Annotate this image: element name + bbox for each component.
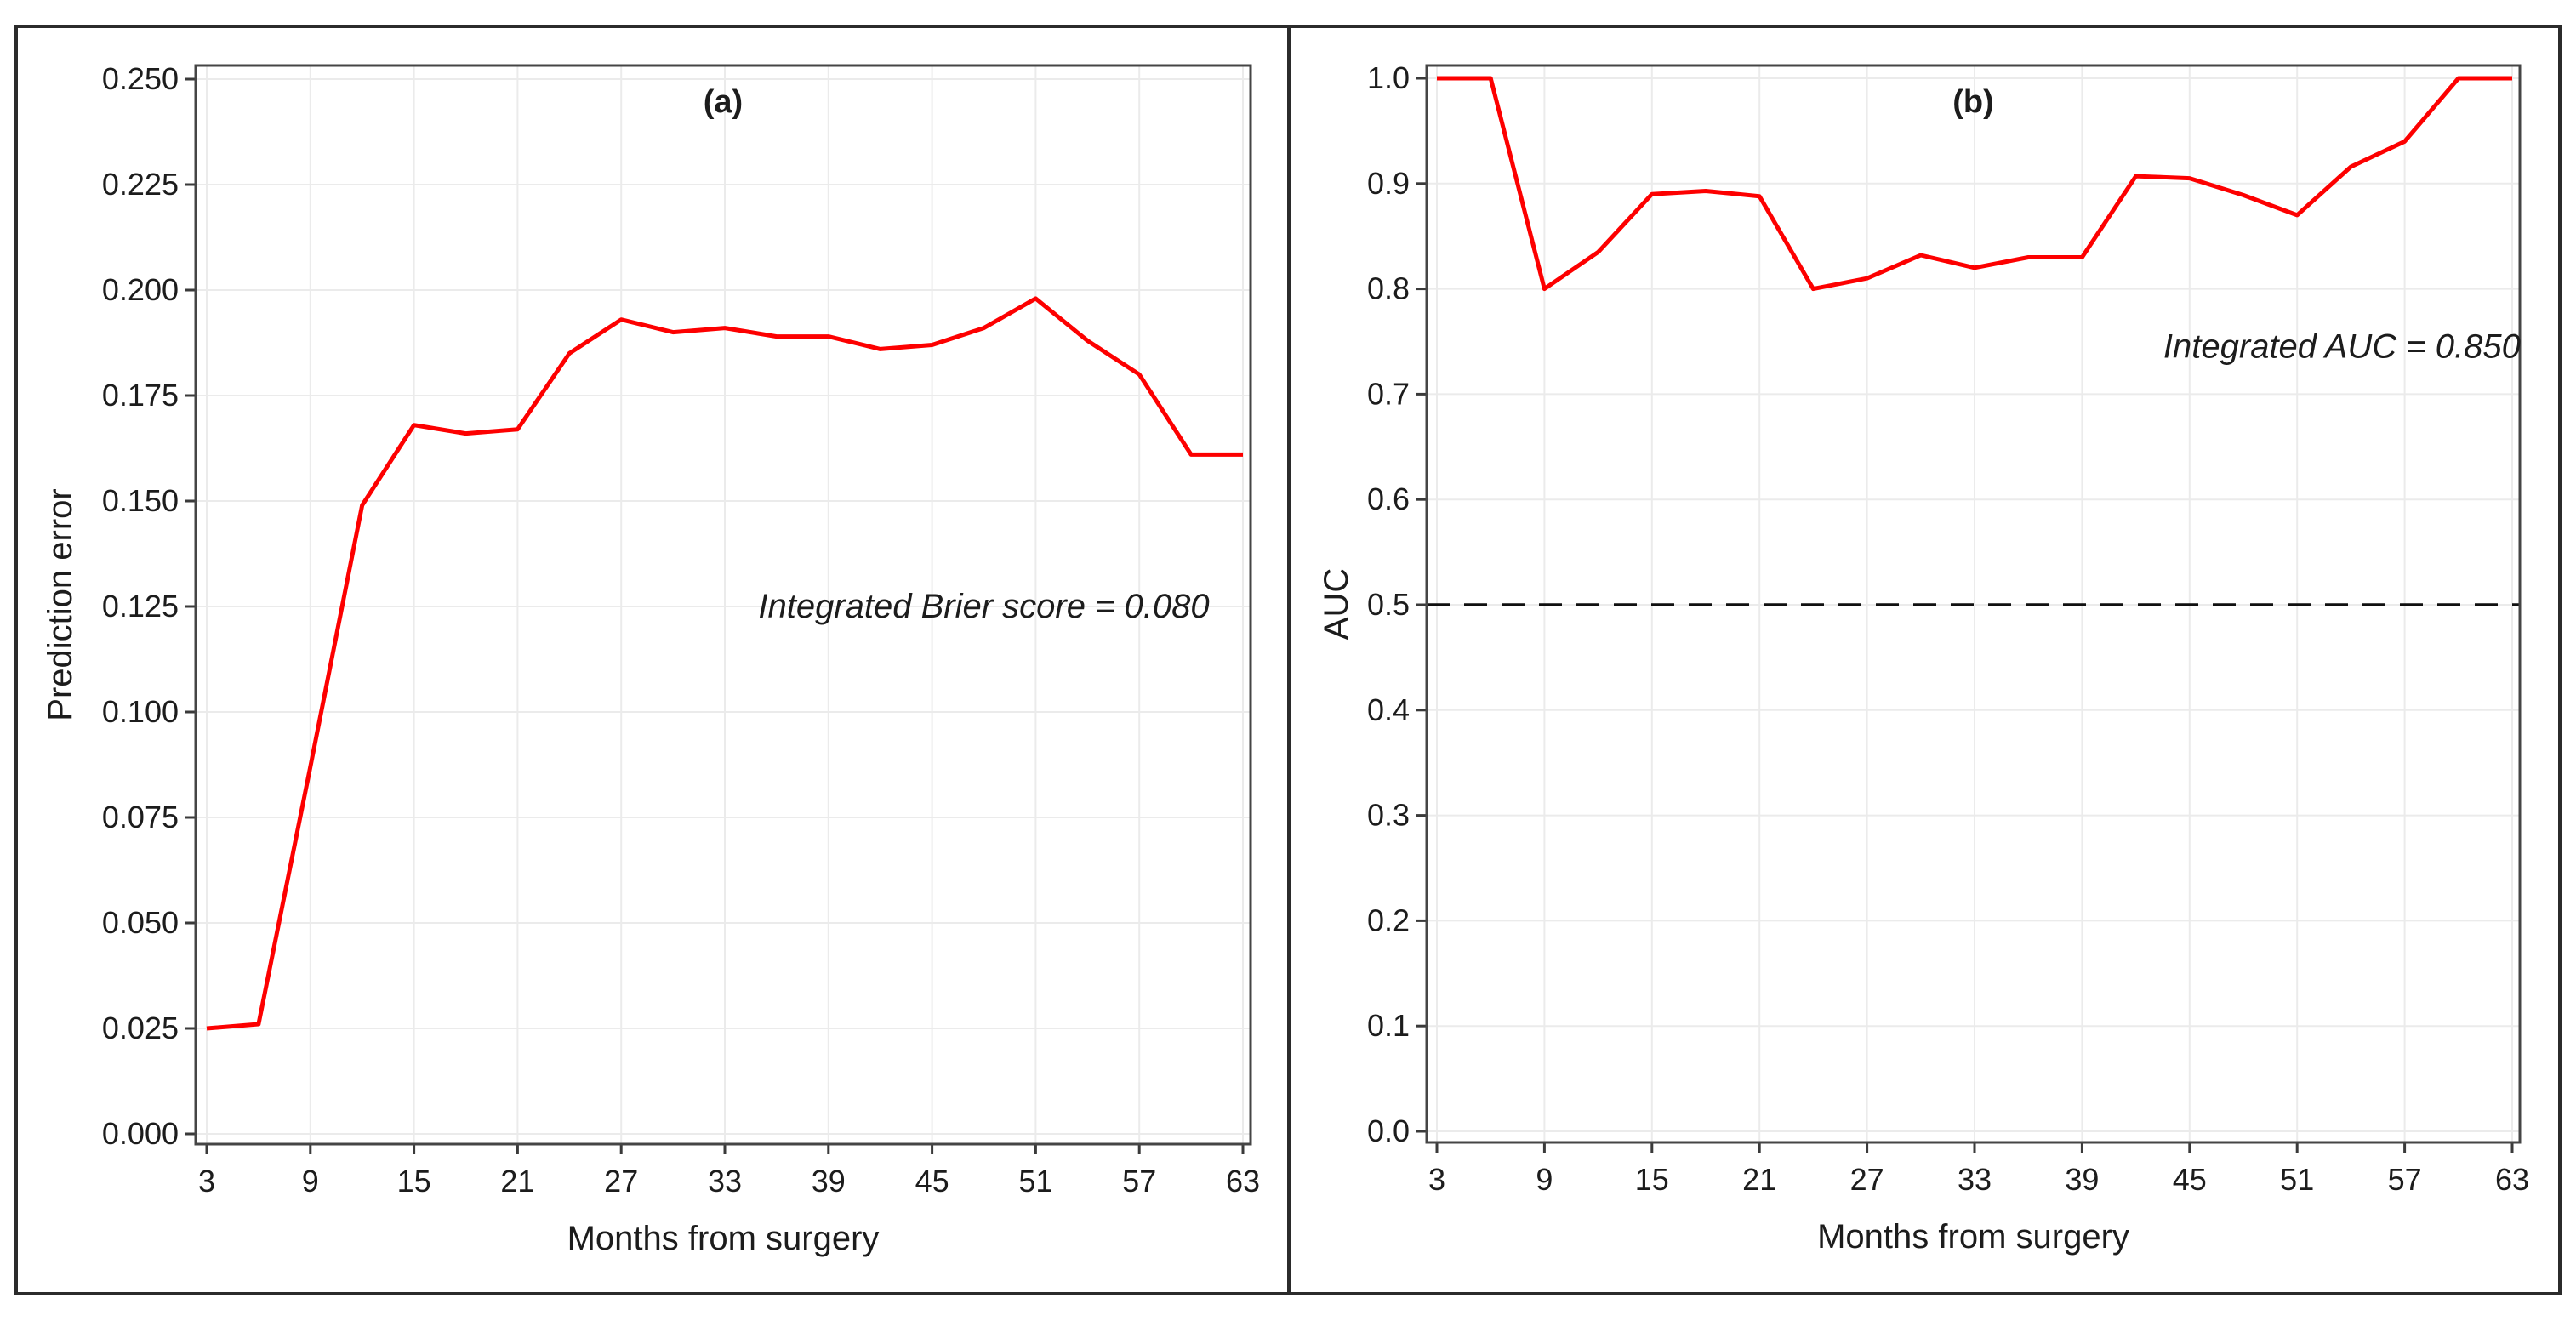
svg-text:3: 3 bbox=[1428, 1162, 1445, 1197]
svg-text:0.0: 0.0 bbox=[1367, 1113, 1410, 1148]
panel-a-tick-labels: 3 9 15 21 27 33 39 45 51 57 630.0000.0250.0500.075… bbox=[102, 61, 1260, 1199]
svg-text:0.5: 0.5 bbox=[1367, 587, 1410, 622]
svg-text:0.7: 0.7 bbox=[1367, 376, 1410, 411]
svg-text:0.175: 0.175 bbox=[102, 378, 179, 413]
svg-text:0.225: 0.225 bbox=[102, 167, 179, 202]
panel-a-title: (a) bbox=[704, 84, 743, 120]
panel-b-xlabel: Months from surgery bbox=[1817, 1218, 2129, 1256]
svg-text:21: 21 bbox=[500, 1164, 534, 1199]
svg-text:3: 3 bbox=[198, 1164, 215, 1199]
svg-text:0.000: 0.000 bbox=[102, 1116, 179, 1151]
panel-a-tick-marks bbox=[185, 77, 1245, 1154]
svg-text:21: 21 bbox=[1742, 1162, 1776, 1197]
panel-a: 3 9 15 21 27 33 39 45 51 57 630.0000.0250.0500.075… bbox=[42, 61, 1260, 1257]
panel-a-plot-border bbox=[194, 64, 1252, 1146]
panel-b-annotation: Integrated AUC = 0.850 bbox=[2163, 328, 2521, 366]
panel-b-tick-labels: 3 9 15 21 27 33 39 45 51 57 630.00.10.20.30.40.50.… bbox=[1367, 60, 2529, 1197]
svg-text:0.200: 0.200 bbox=[102, 272, 179, 307]
svg-text:0.4: 0.4 bbox=[1367, 692, 1410, 727]
panel-a-prediction-error-line bbox=[206, 296, 1243, 1031]
panel-a-xlabel: Months from surgery bbox=[567, 1220, 880, 1257]
svg-text:63: 63 bbox=[1226, 1164, 1260, 1199]
svg-text:45: 45 bbox=[2173, 1162, 2207, 1197]
svg-text:15: 15 bbox=[1635, 1162, 1669, 1197]
svg-text:39: 39 bbox=[2065, 1162, 2099, 1197]
svg-text:9: 9 bbox=[302, 1164, 319, 1199]
panel-b-title: (b) bbox=[1952, 84, 1994, 120]
svg-text:0.150: 0.150 bbox=[102, 483, 179, 518]
svg-text:0.250: 0.250 bbox=[102, 61, 179, 96]
svg-text:51: 51 bbox=[1018, 1164, 1052, 1199]
svg-text:63: 63 bbox=[2495, 1162, 2529, 1197]
panel-b-auc-line bbox=[1437, 76, 2512, 292]
svg-text:0.2: 0.2 bbox=[1367, 902, 1410, 937]
panel-b-tick-marks bbox=[1416, 77, 2514, 1153]
svg-text:27: 27 bbox=[1850, 1162, 1884, 1197]
svg-text:1.0: 1.0 bbox=[1367, 60, 1410, 95]
panel-a-ylabel: Prediction error bbox=[42, 488, 79, 720]
panel-b-ylabel: AUC bbox=[1318, 568, 1355, 640]
svg-text:0.6: 0.6 bbox=[1367, 481, 1410, 516]
svg-text:0.025: 0.025 bbox=[102, 1011, 179, 1045]
svg-text:33: 33 bbox=[1958, 1162, 1992, 1197]
svg-text:39: 39 bbox=[812, 1164, 846, 1199]
svg-text:27: 27 bbox=[604, 1164, 638, 1199]
svg-text:0.125: 0.125 bbox=[102, 589, 179, 623]
svg-text:57: 57 bbox=[1122, 1164, 1156, 1199]
panel-a-gridlines bbox=[196, 65, 1251, 1144]
panel-b-plot-border bbox=[1425, 64, 2522, 1144]
svg-text:0.1: 0.1 bbox=[1367, 1008, 1410, 1043]
svg-text:0.3: 0.3 bbox=[1367, 798, 1410, 833]
svg-text:33: 33 bbox=[708, 1164, 742, 1199]
panel-a-annotation: Integrated Brier score = 0.080 bbox=[758, 588, 1209, 625]
panel-b: 3 9 15 21 27 33 39 45 51 57 630.00.10.20.30.40.50.… bbox=[1318, 60, 2529, 1256]
svg-text:0.9: 0.9 bbox=[1367, 166, 1410, 201]
svg-text:0.100: 0.100 bbox=[102, 694, 179, 729]
svg-text:51: 51 bbox=[2280, 1162, 2314, 1197]
svg-text:15: 15 bbox=[397, 1164, 431, 1199]
svg-text:57: 57 bbox=[2388, 1162, 2422, 1197]
svg-text:0.075: 0.075 bbox=[102, 800, 179, 834]
svg-text:0.050: 0.050 bbox=[102, 905, 179, 940]
svg-text:0.8: 0.8 bbox=[1367, 271, 1410, 306]
svg-text:9: 9 bbox=[1536, 1162, 1553, 1197]
svg-text:45: 45 bbox=[915, 1164, 949, 1199]
